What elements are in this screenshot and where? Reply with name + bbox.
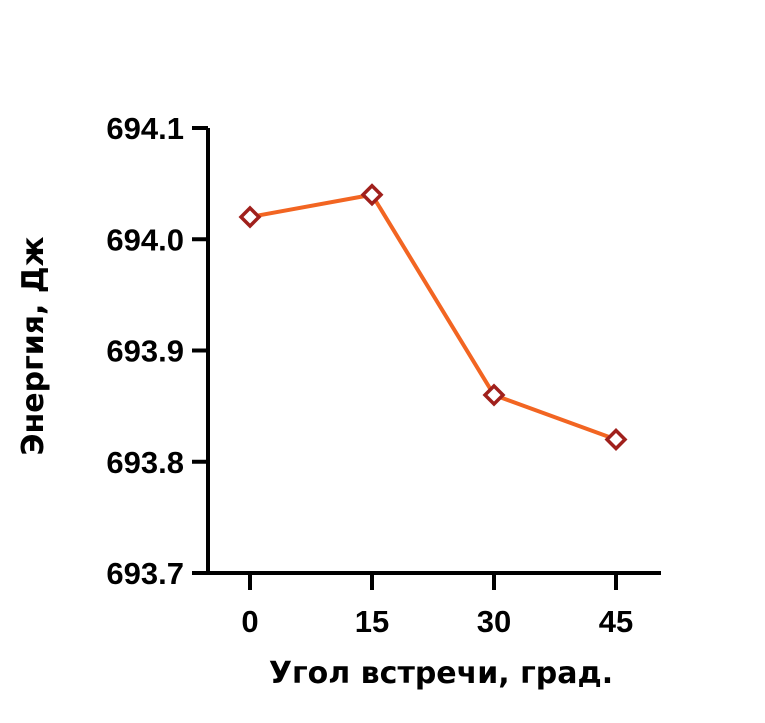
series-line: [249, 192, 617, 442]
x-tick-label: 30: [477, 604, 511, 639]
axes: [206, 128, 661, 575]
x-tick-label: 15: [355, 604, 389, 639]
y-ticks: 693.7 693.8 693.9 694.0 694.1: [106, 111, 208, 591]
y-tick-label: 693.7: [106, 556, 184, 591]
y-tick-label: 693.9: [106, 334, 184, 369]
y-tick-label: 693.8: [106, 445, 184, 480]
x-tick-label: 45: [599, 604, 633, 639]
data-point-marker: [482, 383, 506, 407]
series-layer: [238, 183, 628, 451]
data-point-marker: [360, 183, 384, 207]
x-tick-label: 0: [241, 604, 258, 639]
data-point-marker: [604, 428, 628, 451]
x-axis-title: Угол встречи, град.: [269, 656, 613, 691]
y-tick-label: 694.0: [106, 222, 184, 257]
x-ticks: 0 15 30 45: [241, 573, 633, 639]
data-point-marker: [238, 205, 262, 229]
y-axis-title: Энергия, Дж: [16, 236, 51, 455]
y-tick-label: 694.1: [106, 111, 184, 146]
